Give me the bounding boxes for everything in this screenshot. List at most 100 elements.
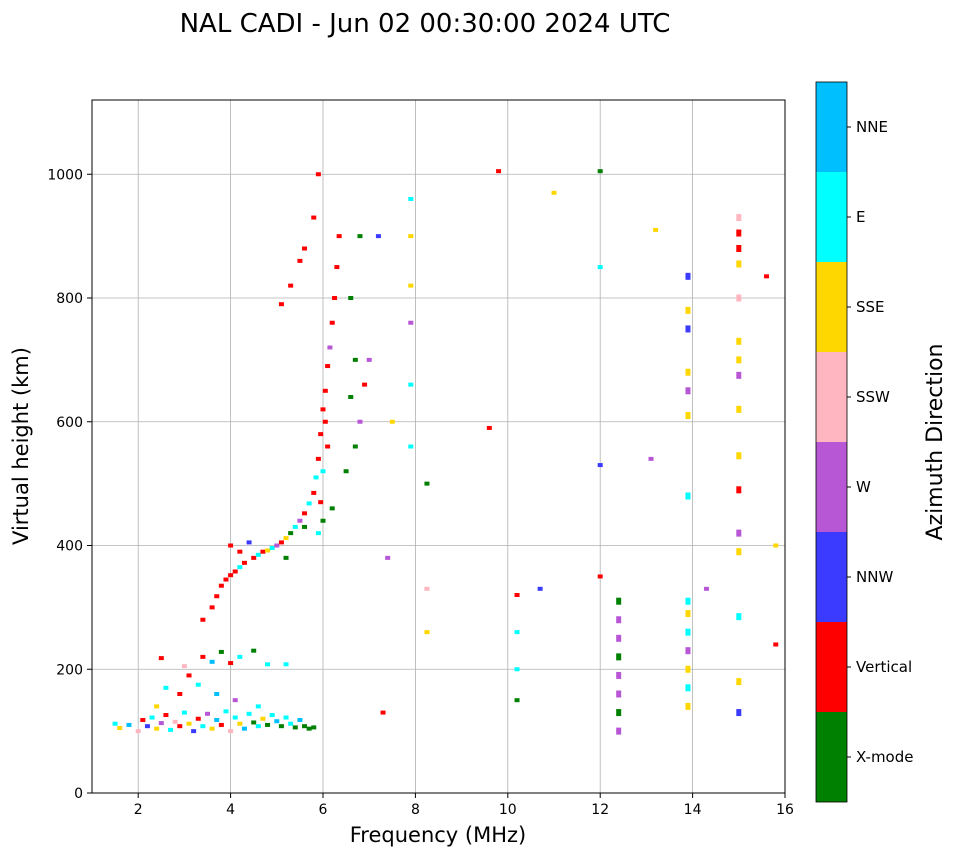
- data-point: [306, 501, 312, 506]
- data-point: [255, 552, 261, 557]
- colorbar-label: Azimuth Direction: [923, 343, 948, 540]
- data-point: [685, 325, 691, 333]
- y-tick-label: 0: [74, 786, 83, 802]
- data-point: [332, 296, 338, 300]
- data-point: [736, 486, 742, 494]
- data-point: [685, 597, 691, 605]
- data-point: [149, 715, 155, 720]
- data-point: [311, 215, 317, 220]
- data-point: [186, 673, 192, 678]
- axis-ticks: 2 4 6 8 10 12 14 16 0 200 400 600 800 1000: [47, 167, 794, 818]
- data-point: [232, 715, 238, 720]
- data-point: [288, 283, 294, 288]
- data-point: [424, 481, 430, 486]
- colorbar-category-label: W: [856, 478, 871, 496]
- data-point: [251, 555, 257, 560]
- data-point: [736, 214, 742, 222]
- data-point: [144, 724, 150, 729]
- data-point: [209, 659, 215, 664]
- data-point: [616, 671, 622, 679]
- data-point: [736, 337, 742, 345]
- data-point: [736, 452, 742, 460]
- x-tick-label: 16: [776, 802, 794, 818]
- data-point: [424, 630, 430, 635]
- colorbar-swatch: [816, 712, 847, 802]
- data-point: [181, 710, 187, 715]
- data-point: [315, 456, 321, 461]
- data-point: [685, 412, 691, 420]
- colorbar: X-mode Vertical NNW W SSW SSE E NNE: [815, 81, 913, 803]
- data-point: [315, 172, 321, 177]
- data-point: [241, 726, 247, 731]
- data-point: [154, 704, 160, 709]
- colorbar-swatch: [816, 352, 847, 442]
- data-point: [408, 234, 414, 239]
- data-point: [269, 713, 275, 718]
- data-point: [327, 345, 333, 350]
- y-tick-label: 200: [56, 662, 83, 678]
- x-tick-label: 14: [684, 802, 702, 818]
- colorbar-category-label: Vertical: [856, 658, 912, 676]
- data-point: [163, 685, 169, 690]
- data-point: [223, 577, 229, 582]
- data-point: [186, 721, 192, 726]
- data-point: [302, 511, 308, 516]
- data-point: [278, 724, 284, 729]
- data-point: [597, 265, 603, 270]
- data-point: [616, 690, 622, 698]
- data-point: [218, 722, 224, 727]
- plot-frame: [91, 99, 786, 794]
- data-point: [375, 234, 381, 239]
- data-point: [288, 531, 294, 536]
- data-point: [325, 444, 331, 449]
- data-point: [736, 260, 742, 268]
- data-point: [537, 586, 543, 591]
- data-point: [318, 500, 324, 505]
- data-point: [126, 722, 132, 727]
- data-point: [237, 549, 243, 554]
- data-point: [237, 565, 243, 570]
- data-point: [685, 368, 691, 376]
- colorbar-category-label: SSE: [856, 298, 885, 316]
- data-point: [218, 583, 224, 588]
- data-point: [322, 419, 328, 424]
- colorbar-swatch: [816, 172, 847, 262]
- plot-area: [92, 100, 785, 793]
- data-point: [389, 419, 395, 424]
- data-point: [685, 610, 691, 618]
- data-point: [348, 395, 354, 399]
- data-point: [195, 716, 201, 721]
- data-point: [685, 647, 691, 655]
- data-point: [514, 667, 520, 672]
- data-point: [357, 234, 363, 239]
- data-point: [214, 692, 220, 696]
- data-point: [352, 444, 358, 449]
- data-point: [736, 405, 742, 413]
- data-point: [329, 320, 335, 325]
- data-point: [209, 726, 215, 731]
- data-point: [685, 628, 691, 636]
- data-point: [336, 234, 342, 239]
- x-tick-label: 2: [134, 802, 143, 818]
- data-point: [223, 709, 229, 714]
- data-point: [424, 586, 430, 591]
- data-point: [302, 724, 308, 729]
- data-point: [135, 729, 141, 734]
- data-point: [736, 294, 742, 302]
- x-axis-label: Frequency (MHz): [350, 823, 526, 847]
- data-point: [322, 388, 328, 393]
- data-point: [255, 704, 261, 709]
- data-point: [685, 665, 691, 673]
- data-point: [237, 721, 243, 726]
- data-point: [172, 719, 178, 724]
- data-point: [597, 463, 603, 468]
- data-point: [736, 709, 742, 717]
- data-point: [496, 169, 502, 174]
- data-point: [616, 727, 622, 735]
- data-point: [685, 306, 691, 314]
- data-point: [195, 682, 201, 687]
- data-point: [292, 524, 298, 529]
- data-point: [320, 469, 326, 474]
- data-point: [154, 726, 160, 731]
- data-point: [685, 272, 691, 280]
